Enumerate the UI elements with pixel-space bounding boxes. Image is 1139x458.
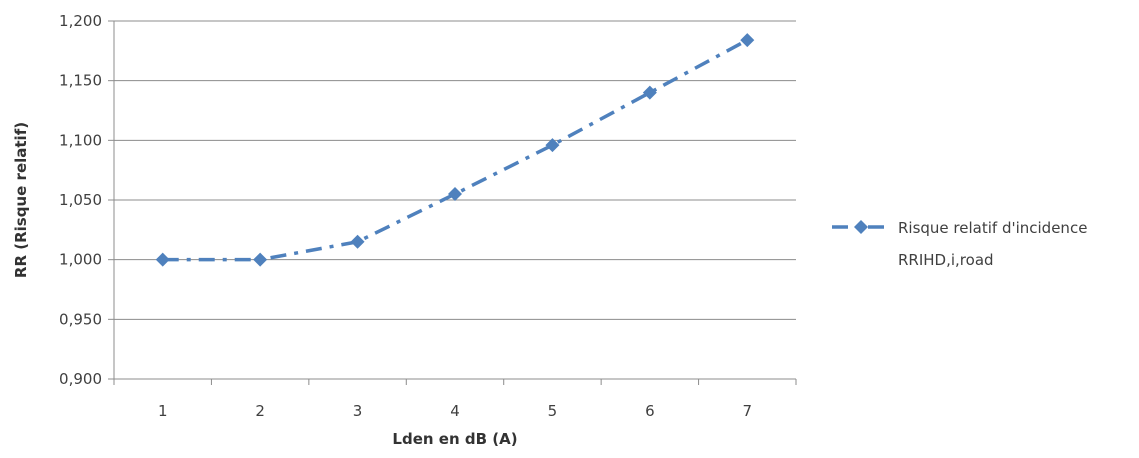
y-tick-label: 1,100 bbox=[59, 131, 102, 149]
x-tick-label: 4 bbox=[450, 402, 460, 420]
y-axis-title: RR (Risque relatif) bbox=[12, 122, 30, 278]
x-tick-label: 2 bbox=[255, 402, 265, 420]
y-tick-label: 0,950 bbox=[59, 310, 102, 328]
x-tick-label: 3 bbox=[353, 402, 363, 420]
x-tick-label: 7 bbox=[743, 402, 753, 420]
x-tick-label: 6 bbox=[645, 402, 655, 420]
legend-label-line-1: Risque relatif d'incidence bbox=[898, 219, 1087, 237]
data-point-marker bbox=[253, 252, 268, 267]
x-tick-label: 1 bbox=[158, 402, 168, 420]
series-line bbox=[162, 38, 749, 262]
x-tick-labels: 1 2 3 4 5 6 7 bbox=[158, 402, 752, 420]
gridlines bbox=[108, 20, 796, 380]
data-point-marker bbox=[642, 85, 657, 100]
data-point-marker bbox=[155, 252, 170, 267]
data-point-marker bbox=[350, 234, 365, 249]
y-tick-labels: 0,900 0,950 1,000 1,050 1,100 1,150 1,200 bbox=[59, 12, 102, 388]
y-tick-label: 1,050 bbox=[59, 191, 102, 209]
y-tick-label: 1,150 bbox=[59, 72, 102, 90]
legend-label-line-2: RRIHD,i,road bbox=[898, 251, 994, 269]
legend-diamond-marker bbox=[854, 220, 868, 234]
legend: Risque relatif d'incidence RRIHD,i,road bbox=[832, 219, 1087, 269]
series bbox=[155, 33, 755, 267]
y-tick-label: 1,000 bbox=[59, 251, 102, 269]
y-tick-label: 0,900 bbox=[59, 370, 102, 388]
data-point-marker bbox=[545, 138, 560, 153]
axes bbox=[113, 21, 797, 385]
data-point-marker bbox=[448, 187, 462, 202]
y-tick-label: 1,200 bbox=[59, 12, 102, 30]
x-axis-title: Lden en dB (A) bbox=[392, 430, 517, 448]
x-tick-label: 5 bbox=[548, 402, 558, 420]
data-point-marker bbox=[740, 33, 755, 48]
